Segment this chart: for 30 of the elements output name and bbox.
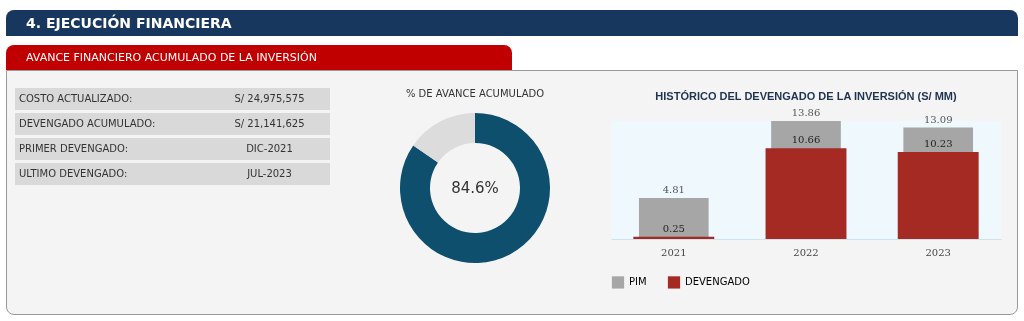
bar: [633, 236, 715, 239]
text: JUL-2023: [245, 167, 293, 181]
text: S/ 24,975,575: [233, 92, 306, 106]
x-tick-label: 2023: [925, 246, 951, 258]
legend-label: PIM: [629, 276, 647, 288]
data-label: 84.6%: [451, 179, 499, 197]
data-label: 13.86: [791, 107, 821, 118]
chart-title: HISTÓRICO DEL DEVENGADO DE LA INVERSIÓN (S/ MM): [655, 90, 957, 102]
text: DEVENGADO ACUMULADO:: [18, 117, 157, 131]
text: COSTO ACTUALIZADO:: [18, 92, 134, 106]
text: DIC-2021: [245, 142, 294, 156]
text: S/ 21,141,625: [233, 117, 306, 131]
data-label: 0.25: [662, 222, 685, 234]
bar: [765, 148, 847, 239]
legend-label: DEVENGADO: [685, 276, 750, 288]
text: PRIMER DEVENGADO:: [18, 142, 129, 156]
bar: [638, 198, 709, 239]
data-label: 4.81: [662, 184, 685, 196]
donut-slice: [400, 113, 550, 263]
data-label: 10.23: [923, 137, 953, 149]
text: 4. EJECUCIÓN FINANCIERA: [6, 10, 1018, 36]
x-tick-label: 2021: [661, 246, 687, 258]
x-tick-label: 2022: [793, 246, 819, 258]
text: AVANCE FINANCIERO ACUMULADO DE LA INVERSIÓN: [6, 45, 512, 70]
data-label: 10.66: [791, 134, 821, 146]
text: ULTIMO DEVENGADO:: [18, 167, 129, 181]
chart-title: % DE AVANCE ACUMULADO: [405, 88, 545, 99]
bar: [897, 151, 979, 239]
donut-slice: [413, 113, 475, 163]
data-label: 13.09: [923, 113, 953, 125]
